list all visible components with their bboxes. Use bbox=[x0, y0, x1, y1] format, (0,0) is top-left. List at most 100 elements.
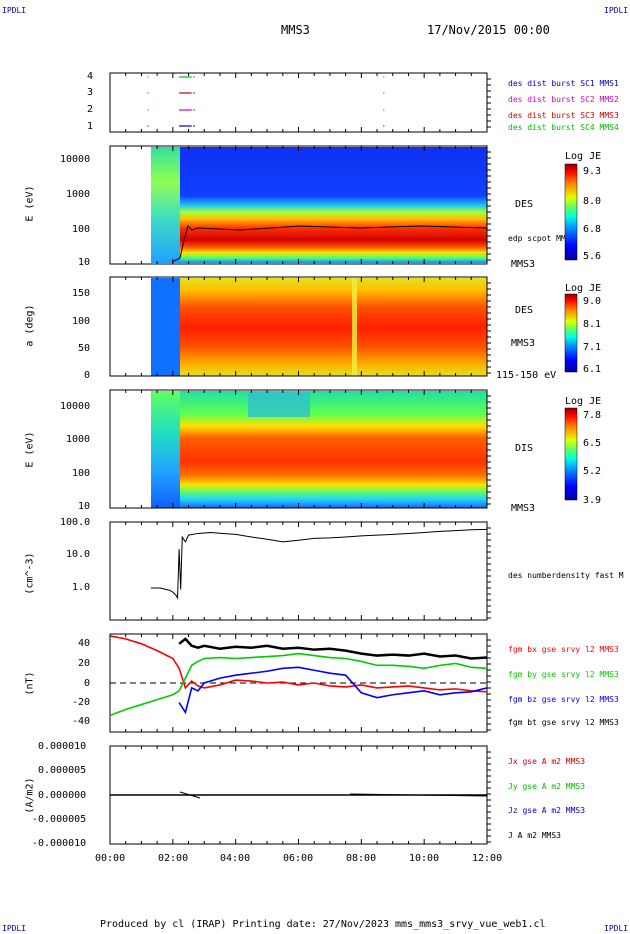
cb3-tick: 3.9 bbox=[583, 495, 602, 506]
tick-b: 40 bbox=[78, 638, 91, 649]
tick-density: 1.0 bbox=[72, 582, 91, 593]
tick-pitch: 0 bbox=[84, 370, 91, 381]
x-tick-label: 06:00 bbox=[283, 853, 314, 864]
side-label-scpot: edp scpot MMS3 bbox=[508, 234, 576, 243]
x-tick-label: 12:00 bbox=[472, 853, 503, 864]
des-pitch-stripe bbox=[352, 278, 357, 376]
cb2-tick: 7.1 bbox=[583, 342, 602, 353]
side-label-dis: DIS bbox=[515, 443, 534, 454]
corner-mark-bottom-right: IPDLI bbox=[604, 924, 629, 933]
tick-b: -20 bbox=[72, 697, 91, 708]
des-energy-spectrogram bbox=[151, 147, 488, 263]
dis-energy-main bbox=[180, 391, 487, 508]
x-tick-label: 02:00 bbox=[158, 853, 189, 864]
corner-mark-top-right: IPDLI bbox=[604, 6, 629, 15]
tick-b: -40 bbox=[72, 716, 91, 727]
tick-density: 10.0 bbox=[66, 549, 91, 560]
b-series-line bbox=[178, 637, 488, 660]
side-label-mms3-2: MMS3 bbox=[511, 338, 536, 349]
j-noise-2 bbox=[349, 793, 488, 797]
tick-pitch: 100 bbox=[72, 316, 91, 327]
dis-energy-patch bbox=[248, 392, 310, 417]
date-title: 17/Nov/2015 00:00 bbox=[427, 23, 550, 37]
side-label-des: DES bbox=[515, 199, 534, 210]
legend-jx: Jx gse A m2 MMS3 bbox=[508, 757, 586, 766]
b-series-line bbox=[109, 635, 488, 693]
side-label-energy-range: 115-150 eV bbox=[496, 370, 557, 381]
legend-density: des numberdensity fast M bbox=[508, 571, 624, 580]
legend-sc3: des dist burst SC3 MMS3 bbox=[508, 111, 619, 120]
side-label-mms3-1: MMS3 bbox=[511, 259, 536, 270]
cb1-tick: 8.0 bbox=[583, 196, 602, 207]
legend-by: fgm by gse srvy l2 MMS3 bbox=[508, 670, 619, 679]
tick-dis-e: 1000 bbox=[66, 434, 91, 445]
tick-pitch: 50 bbox=[78, 343, 91, 354]
dis-energy-spectrogram bbox=[151, 391, 487, 508]
tick-des-e: 1000 bbox=[66, 189, 91, 200]
axis-ticks bbox=[109, 73, 491, 844]
legend-sc1: des dist burst SC1 MMS1 bbox=[508, 79, 619, 88]
panel-density-frame bbox=[109, 521, 488, 621]
legend-j: J A m2 MMS3 bbox=[508, 831, 561, 840]
side-label-des-pitch: DES bbox=[515, 305, 534, 316]
x-tick-label: 08:00 bbox=[346, 853, 377, 864]
cb2-tick: 9.0 bbox=[583, 296, 602, 307]
side-label-mms3-3: MMS3 bbox=[511, 503, 536, 514]
colorbar-2 bbox=[564, 293, 578, 373]
legend-jy: Jy gse A m2 MMS3 bbox=[508, 782, 586, 791]
colorbar-title-1: Log JE bbox=[565, 151, 602, 162]
tick-des-e: 100 bbox=[72, 224, 91, 235]
panel-availability-frame bbox=[109, 72, 488, 133]
tick-avail: 3 bbox=[87, 87, 94, 98]
legend-jz: Jz gse A m2 MMS3 bbox=[508, 806, 586, 815]
colorbar-title-3: Log JE bbox=[565, 396, 602, 407]
j-noise-1 bbox=[179, 791, 201, 799]
cb1-tick: 5.6 bbox=[583, 251, 602, 262]
corner-mark-top-left: IPDLI bbox=[2, 6, 27, 15]
des-energy-pre bbox=[151, 147, 180, 263]
colorbar-title-2: Log JE bbox=[565, 283, 602, 294]
des-pitch-spectrogram bbox=[151, 278, 487, 376]
tick-j: 0.000005 bbox=[38, 765, 87, 776]
legend-sc2: des dist burst SC2 MMS2 bbox=[508, 95, 619, 104]
tick-avail: 4 bbox=[87, 71, 94, 82]
tick-dis-e: 10000 bbox=[60, 401, 91, 412]
cb3-tick: 5.2 bbox=[583, 466, 602, 477]
tick-b: 0 bbox=[84, 678, 91, 689]
x-tick-label: 00:00 bbox=[95, 853, 126, 864]
cb3-tick: 7.8 bbox=[583, 410, 602, 421]
colorbar-1 bbox=[564, 163, 578, 261]
cb2-tick: 8.1 bbox=[583, 319, 602, 330]
tick-dis-e: 10 bbox=[78, 501, 91, 512]
cb2-tick: 6.1 bbox=[583, 364, 602, 375]
tick-des-e: 10000 bbox=[60, 154, 91, 165]
x-tick-label: 04:00 bbox=[220, 853, 251, 864]
dis-energy-pre bbox=[151, 391, 180, 508]
legend-bx: fgm bx gse srvy l2 MMS3 bbox=[508, 645, 619, 654]
b-series-line bbox=[178, 666, 488, 715]
footer-credit: Produced by cl (IRAP) Printing date: 27/… bbox=[100, 919, 546, 930]
tick-des-e: 10 bbox=[78, 257, 91, 268]
legend-sc4: des dist burst SC4 MMS4 bbox=[508, 123, 619, 132]
cb3-tick: 6.5 bbox=[583, 438, 602, 449]
b-field-series bbox=[109, 635, 488, 717]
density-series-line bbox=[150, 528, 488, 600]
spacecraft-title: MMS3 bbox=[281, 23, 310, 37]
tick-j: -0.000005 bbox=[32, 814, 87, 825]
des-pitch-pre bbox=[151, 278, 180, 376]
tick-avail: 2 bbox=[87, 104, 94, 115]
tick-b: 20 bbox=[78, 658, 91, 669]
colorbar-3 bbox=[564, 407, 578, 501]
tick-pitch: 150 bbox=[72, 288, 91, 299]
tick-j: 0.000000 bbox=[38, 790, 87, 801]
scpot-line bbox=[171, 225, 488, 263]
legend-bt: fgm bt gse srvy l2 MMS3 bbox=[508, 718, 619, 727]
availability-marks bbox=[147, 76, 385, 127]
x-tick-label: 10:00 bbox=[409, 853, 440, 864]
tick-avail: 1 bbox=[87, 121, 94, 132]
tick-j: 0.000010 bbox=[38, 741, 87, 752]
tick-density: 100.0 bbox=[60, 517, 91, 528]
legend-bz: fgm bz gse srvy l2 MMS3 bbox=[508, 695, 619, 704]
tick-j: -0.000010 bbox=[32, 838, 87, 849]
